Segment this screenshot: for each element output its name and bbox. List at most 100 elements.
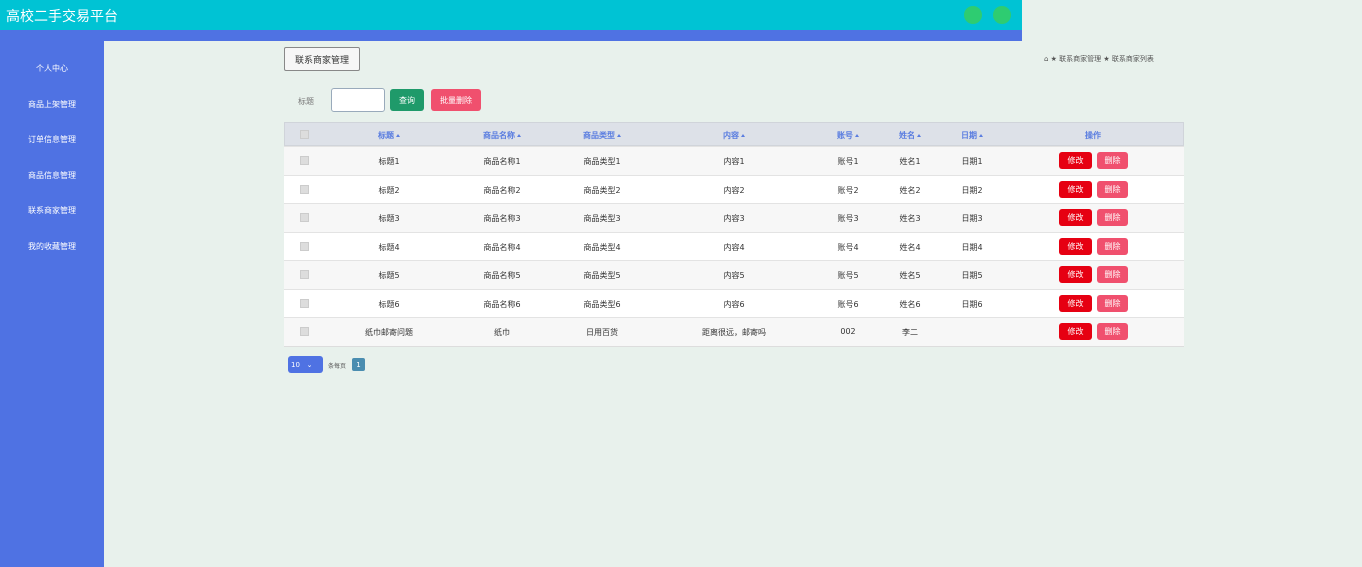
edit-button[interactable]: 修改 [1059,323,1092,340]
table-cell: 内容4 [723,242,745,252]
table-cell: 标题5 [378,271,400,280]
top-bar: 高校二手交易平台 [0,0,1022,30]
delete-button[interactable]: 删除 [1097,323,1128,340]
table-cell: 姓名2 [899,185,921,195]
table-cell: 内容3 [723,214,745,223]
edit-button[interactable]: 修改 [1059,237,1092,255]
table-cell: 商品类型6 [583,299,621,309]
app-title: 高校二手交易平台 [6,9,118,25]
sort-icon[interactable] [517,134,521,137]
table-cell: 日期4 [961,242,983,252]
edit-button[interactable]: 修改 [1059,180,1092,198]
table-cell: 账号6 [837,299,859,309]
crumb[interactable]: 联系商家管理 [1059,55,1102,63]
table-header [284,122,1184,146]
table-cell: 商品名称6 [483,299,521,309]
table-cell: 账号4 [837,242,859,252]
table-cell: 距离很远，邮寄吗 [702,328,766,337]
table-row [284,317,1184,346]
nav-strip [0,30,1022,41]
row-checkbox[interactable] [300,327,309,336]
table-row [284,203,1184,232]
table-cell: 纸巾 [494,328,510,337]
row-checkbox[interactable] [300,184,309,194]
table-cell: 日期6 [961,299,983,309]
batch-delete-button[interactable]: 批量删除 [431,89,481,111]
page-number[interactable]: 1 [352,358,365,371]
sidebar-item[interactable]: 商品上架管理 [28,99,76,109]
page-size-label: 条每页 [328,363,347,370]
sidebar-item[interactable]: 商品信息管理 [28,170,76,180]
table-cell: 商品名称3 [483,214,521,223]
table-bottom [284,345,1184,347]
edit-button[interactable]: 修改 [1059,152,1092,169]
table-row [284,260,1184,289]
page-size-select[interactable]: 10 ⌄ [288,356,323,373]
sort-icon[interactable] [617,134,621,137]
table-cell: 商品类型3 [583,214,621,223]
table-cell: 标题2 [378,185,400,195]
row-checkbox[interactable] [300,298,309,308]
sidebar-item[interactable]: 联系商家管理 [28,206,76,215]
sort-icon[interactable] [396,134,400,137]
sort-icon[interactable] [741,134,745,137]
header-checkbox[interactable] [300,130,309,139]
delete-button[interactable]: 删除 [1097,266,1128,283]
sort-icon[interactable] [855,134,859,137]
edit-button[interactable]: 修改 [1059,266,1092,283]
column-header[interactable]: 内容 [723,130,745,141]
table-cell: 内容2 [723,185,745,195]
table-cell: 002 [840,327,856,336]
column-header[interactable]: 姓名 [899,130,921,141]
table-cell: 账号2 [837,185,859,195]
table-cell: 姓名3 [899,214,921,223]
tab[interactable]: 联系商家管理 [284,47,360,71]
sidebar: 个人中心商品上架管理 订单信息管理 商品信息管理 联系商家管理 我的收藏管理 [0,41,104,567]
edit-button[interactable]: 修改 [1059,294,1092,312]
delete-button[interactable]: 删除 [1097,152,1128,169]
table-cell: 内容1 [723,157,745,166]
table-cell: 日期2 [961,185,983,195]
crumb: 联系商家列表 [1111,55,1154,63]
column-header: 操作 [1085,131,1101,140]
table-cell: 内容5 [723,271,745,280]
delete-button[interactable]: 删除 [1097,294,1128,312]
table-cell: 商品名称2 [483,185,521,195]
table-cell: 商品类型5 [583,271,621,280]
row-checkbox[interactable] [300,213,309,222]
table-cell: 账号5 [837,271,859,280]
sort-icon[interactable] [979,134,983,137]
sort-icon[interactable] [917,134,921,137]
table-cell: 姓名4 [899,242,921,252]
user-icon[interactable] [993,6,1011,24]
table-cell: 姓名1 [899,157,921,166]
table-cell: 李二 [902,328,918,337]
table-cell: 日期1 [961,157,983,166]
edit-button[interactable]: 修改 [1059,209,1092,226]
table-cell: 商品类型2 [583,185,621,195]
table-cell: 商品名称4 [483,242,521,252]
column-header[interactable]: 日期 [961,130,983,141]
settings-icon[interactable] [964,6,982,24]
column-header[interactable]: 商品类型 [583,130,621,141]
row-checkbox[interactable] [300,241,309,251]
row-checkbox[interactable] [300,270,309,279]
search-input[interactable] [331,88,385,112]
table-cell: 日期5 [961,271,983,280]
column-header[interactable]: 账号 [837,130,859,141]
delete-button[interactable]: 删除 [1097,180,1128,198]
table-cell: 商品名称5 [483,271,521,280]
sidebar-item[interactable]: 我的收藏管理 [28,241,76,251]
column-header[interactable]: 标题 [378,130,400,141]
table-row [284,288,1184,318]
row-checkbox[interactable] [300,156,309,165]
table-row [284,231,1184,261]
sidebar-item[interactable]: 订单信息管理 [28,135,76,144]
query-button[interactable]: 查询 [390,89,424,111]
sidebar-item[interactable]: 个人中心 [36,64,68,73]
table-cell: 商品类型4 [583,242,621,252]
table-cell: 姓名5 [899,271,921,280]
delete-button[interactable]: 删除 [1097,209,1128,226]
column-header[interactable]: 商品名称 [483,130,521,141]
delete-button[interactable]: 删除 [1097,237,1128,255]
